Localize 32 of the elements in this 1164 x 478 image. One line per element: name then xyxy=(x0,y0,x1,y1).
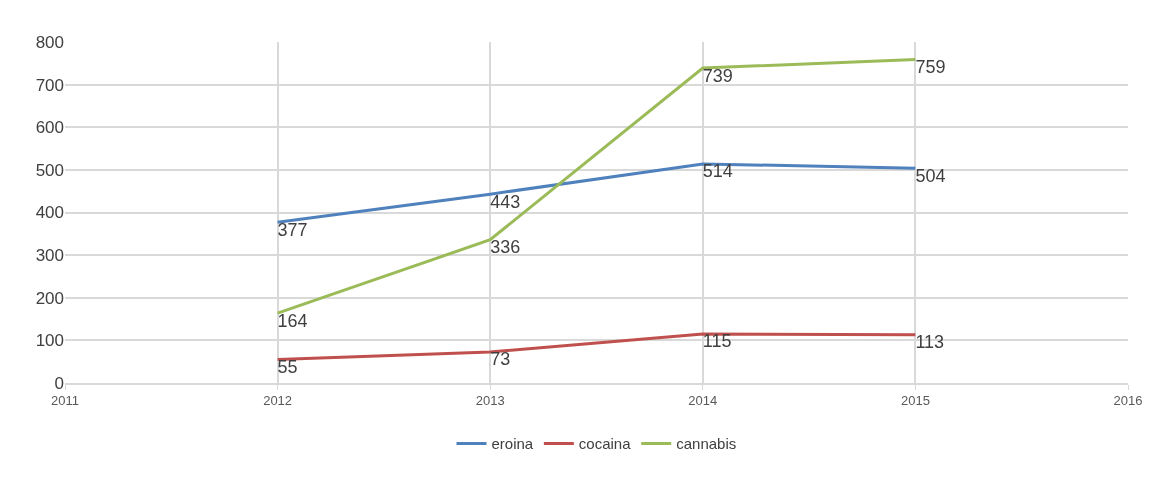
data-label: 504 xyxy=(915,165,946,186)
data-label: 739 xyxy=(702,65,733,86)
data-label: 514 xyxy=(702,161,733,182)
legend-label: cocaina xyxy=(578,435,632,453)
data-label: 759 xyxy=(915,56,946,77)
y-tick-label: 200 xyxy=(35,288,64,308)
data-label: 336 xyxy=(490,237,521,258)
legend-label: cannabis xyxy=(676,435,737,453)
x-tick-label: 2012 xyxy=(263,393,293,409)
data-label: 443 xyxy=(490,191,521,212)
x-tick-label: 2015 xyxy=(900,393,930,409)
x-tick-label: 2011 xyxy=(51,393,79,409)
data-label: 73 xyxy=(490,349,511,370)
line-series xyxy=(276,162,917,224)
legend-label: eroina xyxy=(491,435,534,453)
y-tick-label: 600 xyxy=(35,118,64,138)
data-label: 164 xyxy=(277,310,308,331)
x-tick-label: 2014 xyxy=(688,393,718,409)
data-label: 377 xyxy=(277,219,308,240)
data-label: 55 xyxy=(277,357,298,378)
data-label: 115 xyxy=(702,331,732,352)
x-tick-label: 2016 xyxy=(1113,393,1143,409)
y-tick-label: 700 xyxy=(35,75,64,95)
y-tick-label: 800 xyxy=(35,32,64,52)
data-label: 113 xyxy=(915,332,945,353)
y-tick-label: 300 xyxy=(35,246,64,266)
y-tick-label: 400 xyxy=(35,203,64,223)
y-tick-label: 0 xyxy=(54,373,64,393)
y-tick-label: 500 xyxy=(35,160,64,180)
x-tick-label: 2013 xyxy=(475,393,505,409)
y-tick-label: 100 xyxy=(35,331,64,351)
line-series xyxy=(276,57,917,315)
